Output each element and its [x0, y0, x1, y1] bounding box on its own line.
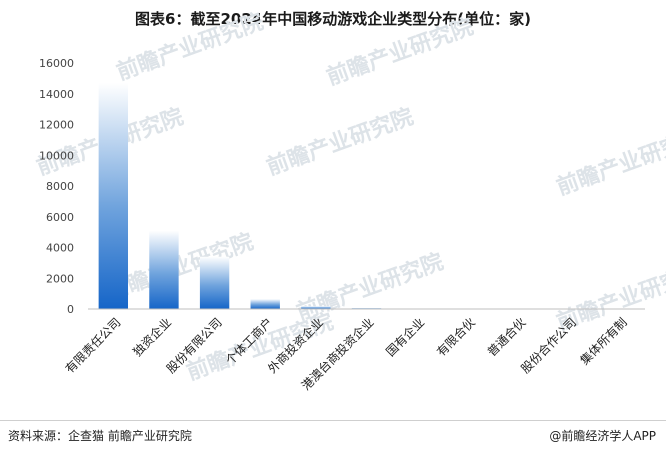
x-axis-labels: 有限责任公司 独资企业股份有限公司个体工商户外商投资企业港澳台商投资企业 国有企业有… — [63, 315, 630, 393]
watermark-text: 前瞻产业研究院 — [263, 104, 417, 181]
x-tick-label: 有限合伙 — [433, 315, 478, 360]
bar — [199, 256, 230, 309]
brand-credit: @前瞻经济学人APP — [549, 429, 656, 443]
x-tick-label: 独资企业 — [130, 315, 175, 360]
y-tick-label: 12000 — [39, 119, 74, 132]
y-tick-label: 0 — [67, 303, 74, 316]
y-tick-label: 10000 — [39, 149, 74, 162]
y-tick-label: 8000 — [46, 180, 74, 193]
y-tick-label: 2000 — [46, 272, 74, 285]
y-axis: 0 2000 4000 6000 8000 10000 12000 14000 16000 — [39, 57, 74, 316]
watermark-text: 前瞻产业研究院 — [553, 124, 666, 201]
chart-title: 图表6：截至2024年中国移动游戏企业类型分布(单位：家) — [135, 10, 531, 28]
y-tick-label: 4000 — [46, 242, 74, 255]
footer: 资料来源：企查猫 前瞻产业研究院 @前瞻经济学人APP — [0, 420, 666, 454]
source-note: 资料来源：企查猫 前瞻产业研究院 — [8, 429, 192, 443]
y-tick-label: 14000 — [39, 88, 74, 101]
y-tick-label: 6000 — [46, 211, 74, 224]
y-tick-label: 16000 — [39, 57, 74, 70]
watermark-text: 前瞻产业研究院 — [323, 14, 477, 91]
x-tick-label: 普通合伙 — [484, 315, 529, 360]
bar — [98, 82, 129, 309]
watermark-text: 前瞻产业研究院 — [113, 9, 267, 86]
bar — [351, 307, 382, 309]
x-tick-label: 国有企业 — [383, 315, 428, 360]
bar — [250, 299, 280, 309]
bar — [149, 230, 179, 309]
x-tick-label: 有限责任公司 — [63, 315, 124, 376]
bar — [301, 306, 331, 309]
